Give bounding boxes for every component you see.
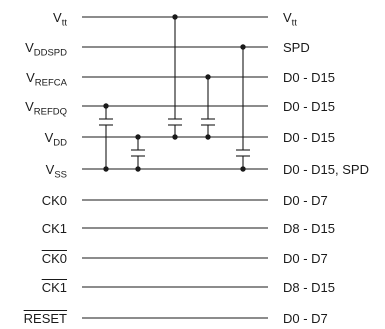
left-label-8: CK0	[42, 251, 67, 266]
right-label-3: D0 - D15	[283, 99, 335, 114]
vddspd-capacitor	[235, 149, 251, 157]
left-label-3: VREFDQ	[25, 99, 67, 118]
right-label-7: D8 - D15	[283, 221, 335, 236]
vss-junction-dot-2	[135, 166, 141, 172]
left-label-2: VREFCA	[26, 70, 68, 89]
left-label-6: CK0	[42, 193, 67, 208]
vrefca-capacitor	[200, 118, 216, 126]
right-label-9: D8 - D15	[283, 280, 335, 295]
vddspd-junction-dot	[240, 44, 246, 50]
vss-junction-dot-1	[103, 166, 109, 172]
vrefdq-junction-dot	[103, 103, 109, 109]
left-label-0: Vtt	[53, 10, 67, 29]
right-label-0: Vtt	[283, 10, 297, 29]
right-label-2: D0 - D15	[283, 70, 335, 85]
right-label-4: D0 - D15	[283, 130, 335, 145]
label-group: Vtt Vtt VDDSPD SPD VREFCA D0 - D15 VREFDQ D0 - …	[23, 10, 369, 326]
left-label-5: VSS	[46, 162, 67, 181]
vtt-junction-dot	[172, 14, 178, 20]
vrefdq-capacitor	[98, 118, 114, 126]
right-label-5: D0 - D15, SPD	[283, 162, 369, 177]
right-label-10: D0 - D7	[283, 311, 328, 326]
vdd-vss-capacitor	[130, 149, 146, 157]
left-label-1: VDDSPD	[25, 40, 67, 59]
capacitor-group	[98, 118, 251, 157]
vdd-junction-dot-1	[172, 134, 178, 140]
vdd-junction-dot-3	[135, 134, 141, 140]
right-label-6: D0 - D7	[283, 193, 328, 208]
vrefca-junction-dot	[205, 74, 211, 80]
right-label-8: D0 - D7	[283, 251, 328, 266]
left-label-7: CK1	[42, 221, 67, 236]
left-label-10: RESET	[24, 311, 67, 326]
left-label-4: VDD	[45, 130, 68, 149]
vdd-junction-dot-2	[205, 134, 211, 140]
vtt-capacitor	[167, 118, 183, 126]
junction-group	[103, 14, 246, 172]
left-label-9: CK1	[42, 280, 67, 295]
vss-junction-dot-3	[240, 166, 246, 172]
wire-group	[82, 16, 268, 319]
right-label-1: SPD	[283, 40, 310, 55]
